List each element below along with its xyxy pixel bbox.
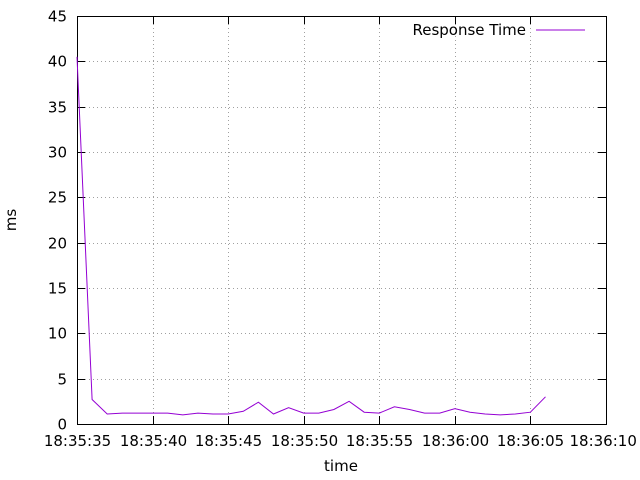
x-tick-label: 18:35:40 xyxy=(120,432,187,450)
y-tick-label: 25 xyxy=(48,189,67,207)
x-axis-label: time xyxy=(324,457,358,475)
x-tick-label: 18:35:45 xyxy=(195,432,262,450)
y-axis-label: ms xyxy=(2,209,20,232)
plot-frame xyxy=(77,16,607,425)
x-tick-label: 18:35:55 xyxy=(346,432,413,450)
x-tick-label: 18:35:35 xyxy=(44,432,111,450)
grid xyxy=(77,16,606,424)
x-tick-label: 18:35:50 xyxy=(271,432,338,450)
x-tick-label: 18:36:10 xyxy=(570,432,637,450)
legend: Response Time xyxy=(412,21,585,39)
x-tick-label: 18:36:05 xyxy=(497,432,564,450)
legend-label: Response Time xyxy=(412,21,526,39)
y-tick-label: 15 xyxy=(48,280,67,298)
y-tick-label: 0 xyxy=(57,416,67,434)
series xyxy=(76,56,546,416)
y-tick-label: 30 xyxy=(48,144,67,162)
x-tick-label: 18:36:00 xyxy=(422,432,489,450)
series-line-response-time xyxy=(76,56,546,416)
x-tick-labels: 18:35:35 18:35:40 18:35:45 18:35:50 18:35:55… xyxy=(44,432,637,450)
y-tick-label: 5 xyxy=(57,371,67,389)
y-tick-label: 20 xyxy=(48,235,67,253)
y-tick-labels: 0 5 10 15 20 25 30 35 40 45 xyxy=(48,8,67,434)
y-tick-label: 40 xyxy=(48,53,67,71)
y-tick-label: 45 xyxy=(48,8,67,26)
axis-ticks xyxy=(77,16,607,425)
y-tick-label: 10 xyxy=(48,325,67,343)
y-tick-label: 35 xyxy=(48,99,67,117)
